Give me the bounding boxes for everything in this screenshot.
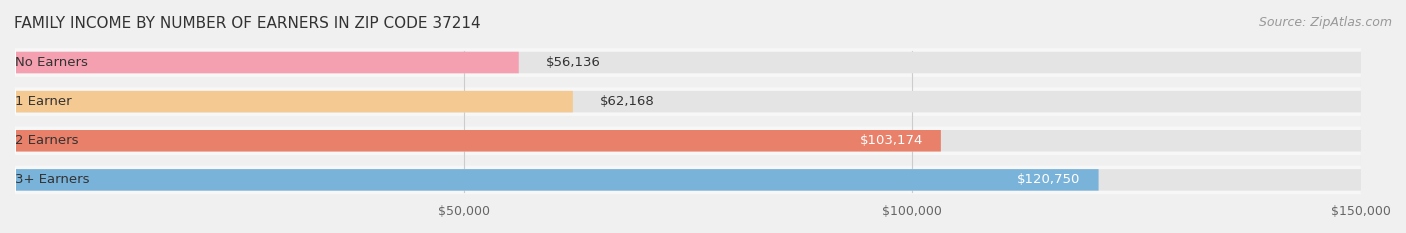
Text: No Earners: No Earners <box>15 56 89 69</box>
Text: $120,750: $120,750 <box>1018 173 1081 186</box>
Text: 2 Earners: 2 Earners <box>15 134 79 147</box>
Text: 1 Earner: 1 Earner <box>15 95 72 108</box>
FancyBboxPatch shape <box>15 48 1361 77</box>
Text: $62,168: $62,168 <box>600 95 655 108</box>
FancyBboxPatch shape <box>15 166 1361 194</box>
FancyBboxPatch shape <box>15 169 1098 191</box>
Text: Source: ZipAtlas.com: Source: ZipAtlas.com <box>1258 16 1392 29</box>
Text: $56,136: $56,136 <box>546 56 600 69</box>
FancyBboxPatch shape <box>15 130 1361 151</box>
FancyBboxPatch shape <box>15 52 1361 73</box>
FancyBboxPatch shape <box>15 127 1361 155</box>
FancyBboxPatch shape <box>15 52 519 73</box>
FancyBboxPatch shape <box>15 169 1361 191</box>
Text: 3+ Earners: 3+ Earners <box>15 173 90 186</box>
FancyBboxPatch shape <box>15 87 1361 116</box>
Text: FAMILY INCOME BY NUMBER OF EARNERS IN ZIP CODE 37214: FAMILY INCOME BY NUMBER OF EARNERS IN ZI… <box>14 16 481 31</box>
FancyBboxPatch shape <box>15 91 1361 112</box>
Text: $103,174: $103,174 <box>859 134 922 147</box>
FancyBboxPatch shape <box>15 91 572 112</box>
FancyBboxPatch shape <box>15 130 941 151</box>
